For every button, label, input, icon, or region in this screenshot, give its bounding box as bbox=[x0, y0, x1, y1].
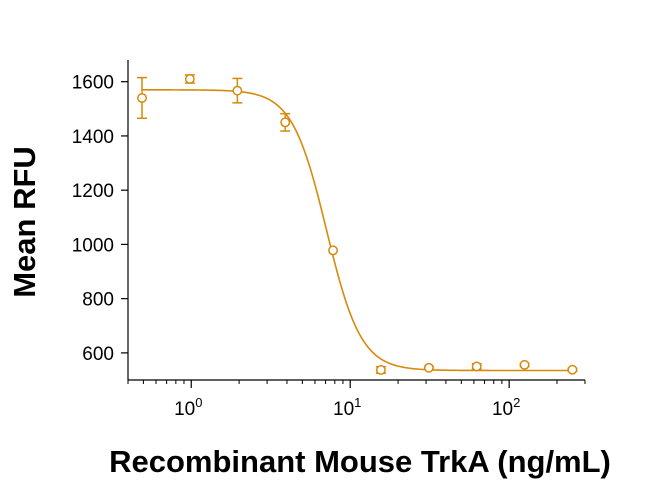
data-point bbox=[280, 117, 291, 128]
x-tick-label: 102 bbox=[492, 395, 520, 420]
fit-curve-layer bbox=[142, 89, 573, 372]
data-points-layer bbox=[137, 74, 578, 375]
data-point bbox=[519, 359, 530, 370]
data-point bbox=[184, 74, 195, 84]
fit-curve bbox=[142, 89, 573, 372]
data-point bbox=[232, 85, 243, 96]
data-point bbox=[471, 361, 482, 372]
y-tick-label: 800 bbox=[82, 290, 114, 311]
data-point bbox=[375, 365, 386, 375]
y-axis-title: Mean RFU bbox=[7, 146, 42, 298]
y-tick-label: 1600 bbox=[72, 73, 114, 94]
y-tick-label: 1400 bbox=[72, 127, 114, 148]
y-tick-label: 1000 bbox=[72, 235, 114, 256]
x-tick-label: 101 bbox=[333, 395, 361, 420]
y-tick-label: 1200 bbox=[72, 181, 114, 202]
x-tick-label: 100 bbox=[174, 395, 202, 420]
data-point bbox=[567, 364, 578, 375]
data-point bbox=[423, 362, 434, 373]
axes-layer: 600 800 1000 1200 1400 1600 100 101 102 bbox=[72, 60, 586, 420]
y-tick-label: 600 bbox=[82, 344, 114, 365]
data-point bbox=[137, 93, 147, 103]
x-axis-title: Recombinant Mouse TrkA (ng/mL) bbox=[109, 444, 611, 479]
data-point bbox=[328, 245, 339, 256]
